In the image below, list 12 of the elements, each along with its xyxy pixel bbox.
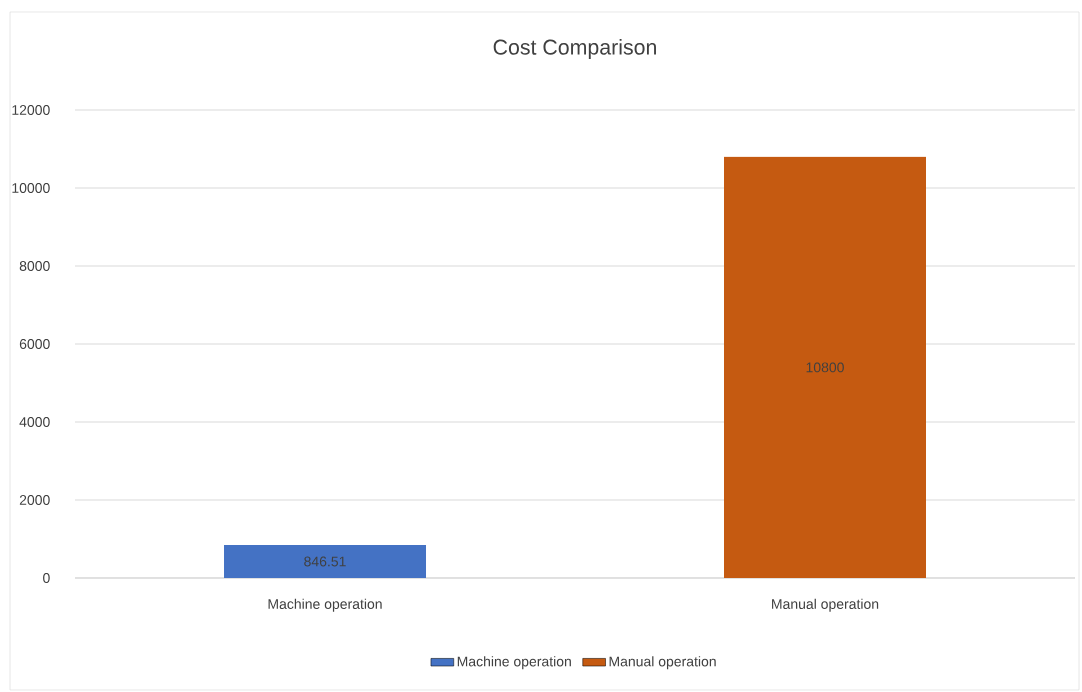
y-tick-label: 8000 bbox=[19, 261, 50, 271]
y-tick-label: 2000 bbox=[19, 495, 50, 505]
y-tick-label: 10000 bbox=[12, 183, 50, 193]
y-tick-label: 0 bbox=[43, 573, 50, 583]
chart-title: Cost Comparison bbox=[493, 39, 656, 59]
y-tick-label: 6000 bbox=[19, 339, 50, 349]
legend-label: Manual operation bbox=[609, 656, 716, 670]
data-label: 10800 bbox=[806, 362, 844, 373]
y-tick-label: 12000 bbox=[12, 105, 50, 115]
legend-label: Machine operation bbox=[457, 656, 571, 670]
y-tick-label: 4000 bbox=[19, 417, 50, 427]
data-label: 846.51 bbox=[304, 556, 346, 567]
